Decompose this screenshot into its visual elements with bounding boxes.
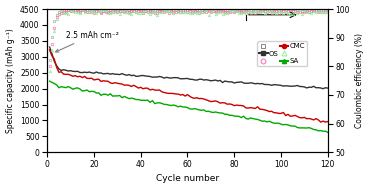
- Legend: , OS, , CMC, , SA: , OS, , CMC, , SA: [257, 41, 307, 66]
- Y-axis label: Specific capacity (mAh g⁻¹): Specific capacity (mAh g⁻¹): [6, 28, 14, 133]
- Y-axis label: Coulombic efficiency (%): Coulombic efficiency (%): [356, 33, 364, 128]
- Text: 2.5 mAh cm⁻²: 2.5 mAh cm⁻²: [56, 31, 119, 52]
- X-axis label: Cycle number: Cycle number: [156, 174, 219, 184]
